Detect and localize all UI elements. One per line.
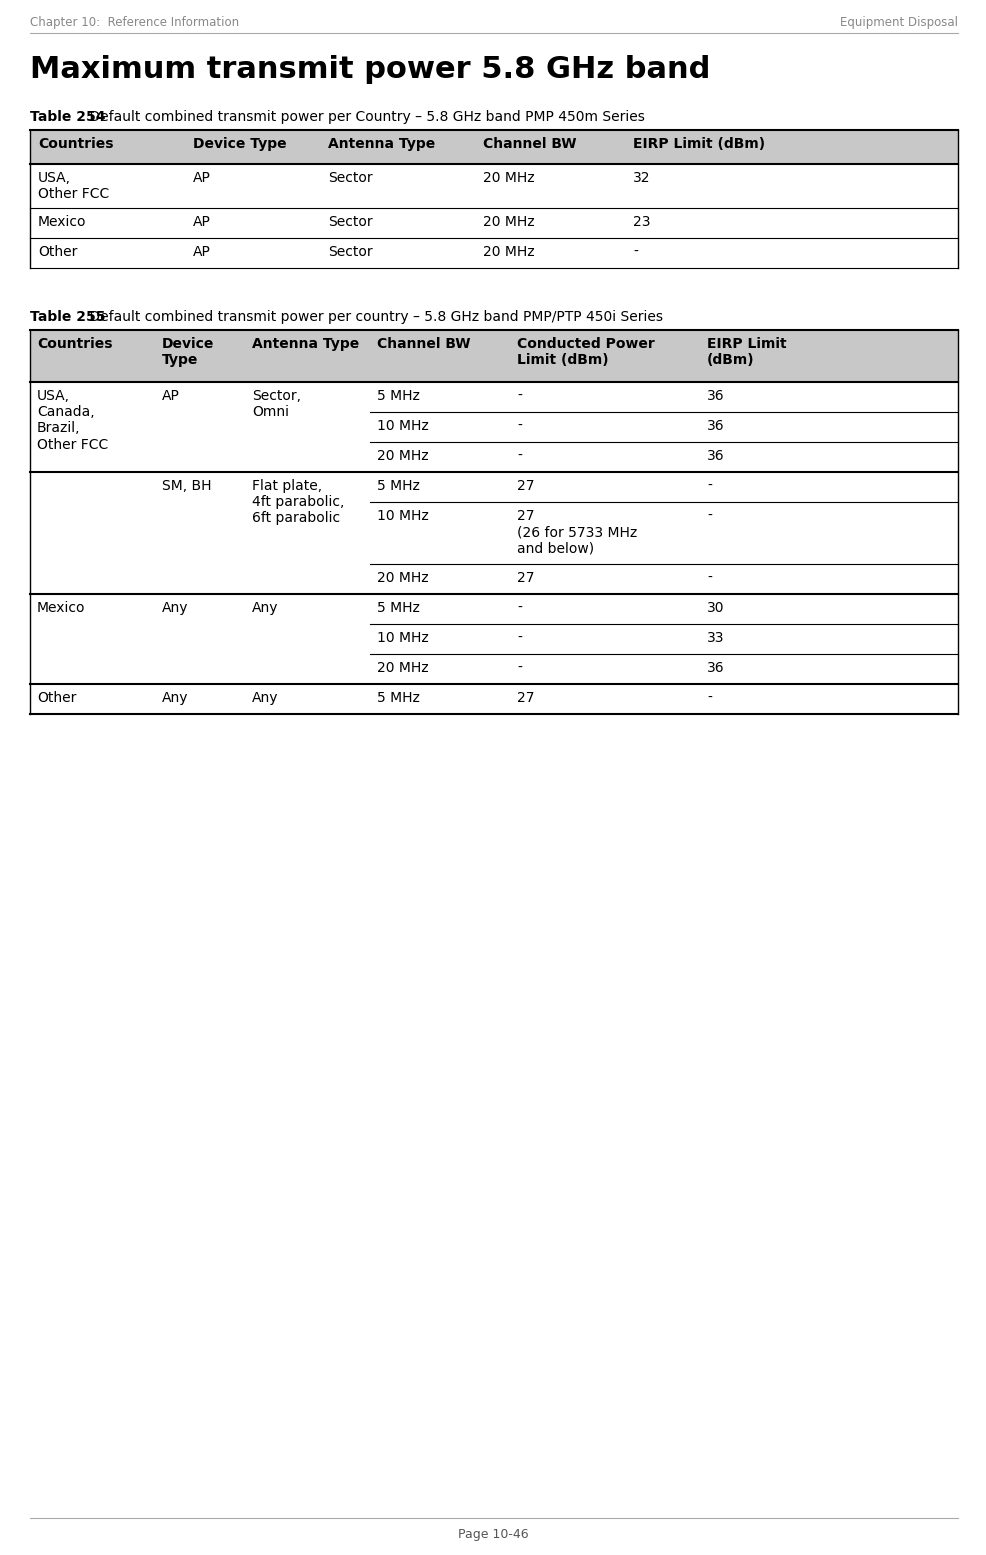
Text: -: - (517, 449, 522, 463)
Text: 36: 36 (707, 389, 725, 403)
Text: Sector: Sector (328, 246, 373, 260)
Text: Equipment Disposal: Equipment Disposal (840, 16, 958, 30)
Text: Conducted Power
Limit (dBm): Conducted Power Limit (dBm) (517, 337, 655, 367)
Text: EIRP Limit
(dBm): EIRP Limit (dBm) (707, 337, 787, 367)
Text: 27
(26 for 5733 MHz
and below): 27 (26 for 5733 MHz and below) (517, 508, 637, 555)
Text: 36: 36 (707, 418, 725, 432)
Text: 5 MHz: 5 MHz (377, 389, 420, 403)
Text: Default combined transmit power per country – 5.8 GHz band PMP/PTP 450i Series: Default combined transmit power per coun… (85, 309, 663, 323)
Text: -: - (517, 389, 522, 403)
Text: 36: 36 (707, 661, 725, 675)
Text: Any: Any (162, 600, 188, 614)
Text: 10 MHz: 10 MHz (377, 418, 429, 432)
Text: SM, BH: SM, BH (162, 479, 212, 493)
Text: 36: 36 (707, 449, 725, 463)
Text: Device
Type: Device Type (162, 337, 214, 367)
Text: Sector,
Omni: Sector, Omni (252, 389, 301, 420)
Text: -: - (707, 508, 712, 522)
Text: 20 MHz: 20 MHz (377, 571, 429, 585)
Text: AP: AP (193, 246, 211, 260)
Text: Other: Other (37, 690, 76, 704)
Text: 20 MHz: 20 MHz (483, 171, 534, 185)
Text: 20 MHz: 20 MHz (377, 661, 429, 675)
Text: Any: Any (252, 600, 278, 614)
Text: Any: Any (252, 690, 278, 704)
Text: 30: 30 (707, 600, 725, 614)
Text: -: - (707, 479, 712, 493)
Text: 10 MHz: 10 MHz (377, 631, 429, 645)
Text: 20 MHz: 20 MHz (377, 449, 429, 463)
Text: AP: AP (193, 215, 211, 229)
Text: -: - (517, 600, 522, 614)
Text: 23: 23 (633, 215, 651, 229)
Text: Any: Any (162, 690, 188, 704)
Text: Channel BW: Channel BW (483, 137, 577, 151)
Text: Other: Other (38, 246, 77, 260)
Text: -: - (707, 690, 712, 704)
Text: 32: 32 (633, 171, 651, 185)
Text: Flat plate,
4ft parabolic,
6ft parabolic: Flat plate, 4ft parabolic, 6ft parabolic (252, 479, 344, 526)
Text: Countries: Countries (37, 337, 112, 351)
Text: 5 MHz: 5 MHz (377, 479, 420, 493)
Text: -: - (707, 571, 712, 585)
Text: -: - (517, 418, 522, 432)
Text: Sector: Sector (328, 171, 373, 185)
Text: USA,
Other FCC: USA, Other FCC (38, 171, 109, 201)
Text: 5 MHz: 5 MHz (377, 690, 420, 704)
Text: Channel BW: Channel BW (377, 337, 470, 351)
Text: 27: 27 (517, 690, 534, 704)
Text: USA,
Canada,
Brazil,
Other FCC: USA, Canada, Brazil, Other FCC (37, 389, 108, 451)
Text: -: - (517, 661, 522, 675)
Text: -: - (633, 246, 638, 260)
Text: 20 MHz: 20 MHz (483, 215, 534, 229)
Text: Countries: Countries (38, 137, 113, 151)
Bar (30, 131, 958, 163)
Text: Antenna Type: Antenna Type (252, 337, 359, 351)
Text: Chapter 10:  Reference Information: Chapter 10: Reference Information (30, 16, 240, 30)
Text: 27: 27 (517, 479, 534, 493)
Text: 33: 33 (707, 631, 725, 645)
Text: Default combined transmit power per Country – 5.8 GHz band PMP 450m Series: Default combined transmit power per Coun… (85, 110, 645, 124)
Text: 27: 27 (517, 571, 534, 585)
Bar (30, 330, 958, 383)
Text: Sector: Sector (328, 215, 373, 229)
Text: Page 10-46: Page 10-46 (458, 1529, 528, 1541)
Text: AP: AP (162, 389, 179, 403)
Text: Maximum transmit power 5.8 GHz band: Maximum transmit power 5.8 GHz band (30, 54, 710, 84)
Text: AP: AP (193, 171, 211, 185)
Text: Mexico: Mexico (38, 215, 87, 229)
Text: -: - (517, 631, 522, 645)
Text: 20 MHz: 20 MHz (483, 246, 534, 260)
Text: Mexico: Mexico (37, 600, 86, 614)
Text: Table 254: Table 254 (30, 110, 106, 124)
Text: Antenna Type: Antenna Type (328, 137, 435, 151)
Text: 10 MHz: 10 MHz (377, 508, 429, 522)
Text: EIRP Limit (dBm): EIRP Limit (dBm) (633, 137, 765, 151)
Text: 5 MHz: 5 MHz (377, 600, 420, 614)
Text: Table 255: Table 255 (30, 309, 106, 323)
Text: Device Type: Device Type (193, 137, 287, 151)
